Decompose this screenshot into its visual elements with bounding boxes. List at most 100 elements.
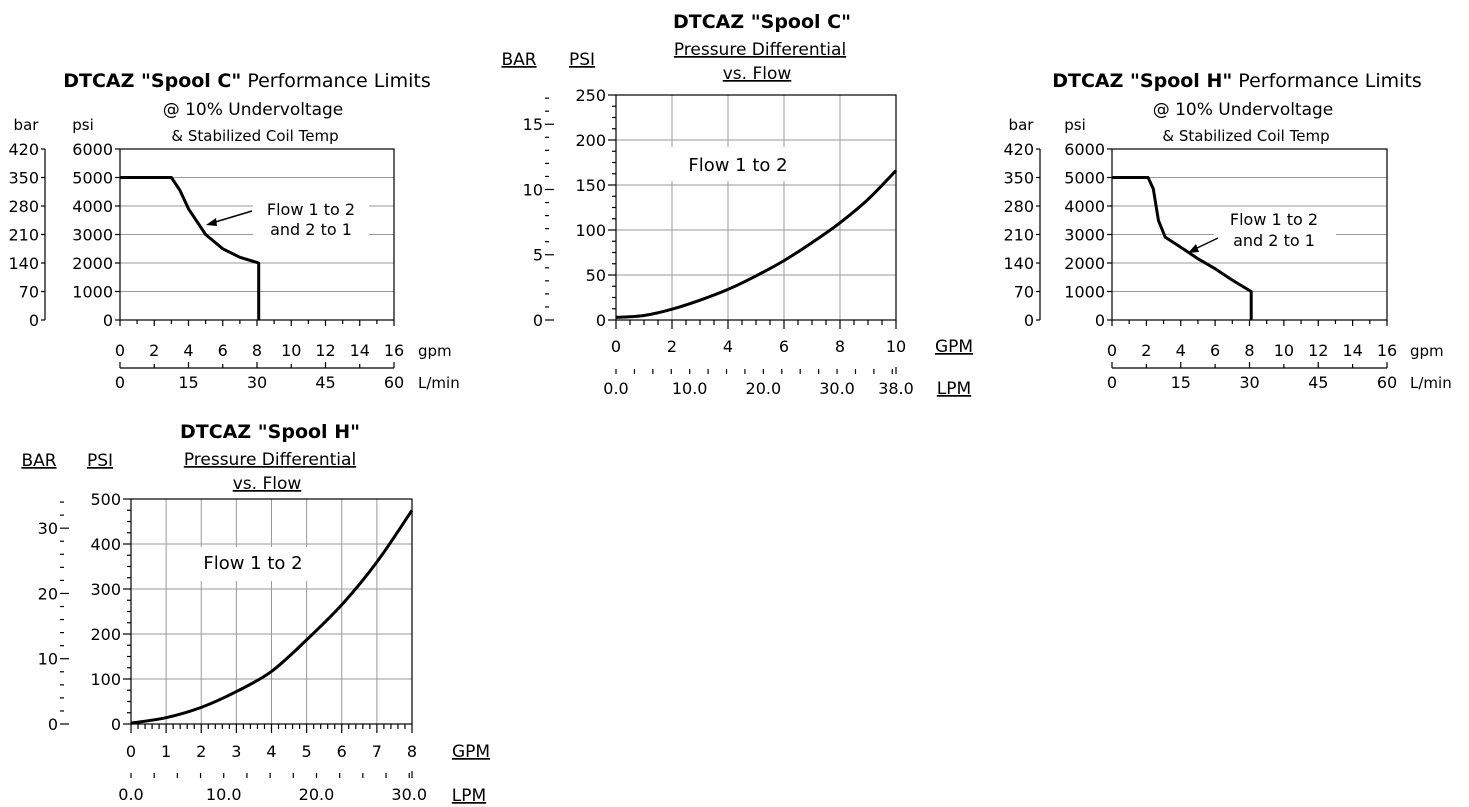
y-tick-label-psi: 1000 [72,283,113,302]
x-tick-label-gpm: 2 [149,341,159,360]
x-tick-label-gpm: 2 [1141,341,1151,360]
annotation-line-1: Flow 1 to 2 [267,200,355,219]
y-tick-label-bar: 20 [38,584,58,603]
y-tick-label-bar: 0 [1024,311,1034,330]
y-tick-label-psi: 500 [90,490,121,509]
y-tick-label-psi: 0 [1095,311,1105,330]
x-tick-label-gpm: 14 [1342,341,1362,360]
annotation-leader [1194,237,1219,250]
annotation-arrow [206,218,217,226]
annotation-bg [183,547,323,581]
y-tick-label-psi: 1000 [1064,283,1105,302]
y-tick-label-psi: 0 [596,311,606,330]
chart-subtitle-2: vs. Flow [723,64,792,84]
y-tick-label-psi: 200 [575,131,606,150]
y-tick-label-bar: 0 [29,311,39,330]
y-left-axis-label: BAR [21,451,56,471]
series-line-flow [120,176,261,320]
plot-frame [615,94,897,321]
annotation-bg [1214,209,1336,251]
x-tick-label-gpm: 5 [302,742,312,761]
chart-title: DTCAZ "Spool H" Performance Limits [1052,70,1421,92]
y-tick-label-psi: 2000 [1064,254,1105,273]
chart-title-rest: Performance Limits [241,70,430,92]
chart-subtitle-2: & Stabilized Coil Temp [1162,127,1329,145]
x-tick-label-gpm: 4 [183,341,193,360]
y-tick-label-bar: 210 [1003,226,1034,245]
chart-title: DTCAZ "Spool C" [673,11,851,33]
y-tick-label-bar: 420 [1003,140,1034,159]
y-tick-label-bar: 0 [48,715,58,734]
x-tick-label-lmin: 0 [115,373,125,392]
x-tick-label-gpm: 1 [161,742,171,761]
series-line-flow [130,509,414,725]
x-tick-label-gpm: 0 [1107,341,1117,360]
x-tick-label-gpm: 4 [266,742,276,761]
chart-title-bold: DTCAZ "Spool C" [63,70,241,92]
y-right-axis-label: PSI [569,50,595,70]
annotation: Flow 1 to 2 [203,553,302,574]
y-tick-label-psi: 0 [111,715,121,734]
x-tick-label-gpm: 4 [1176,341,1186,360]
y-tick-label-bar: 280 [8,197,39,216]
y-tick-label-bar: 140 [8,254,39,273]
y-tick-label-psi: 6000 [1064,140,1105,159]
x-tick-label-gpm: 6 [337,742,347,761]
y-tick-label-psi: 4000 [1064,197,1105,216]
y-tick-label-psi: 150 [575,176,606,195]
chart-spool-h-pressure: DTCAZ "Spool H" Pressure Differential vs… [21,421,490,806]
y-left-axis-label: bar [1009,116,1035,134]
chart-spool-c-pressure: DTCAZ "Spool C" Pressure Differential vs… [501,11,973,399]
x-axis-unit-lmin: L/min [1410,374,1452,392]
y-left-axis-label: bar [14,116,40,134]
annotation-arrow [1188,244,1199,253]
x-tick-label-gpm: 4 [723,337,733,356]
annotation-line-2: and 2 to 1 [270,220,352,239]
y-tick-label-bar: 420 [8,140,39,159]
x-tick-label-lmin: 15 [178,373,198,392]
series-line-flow [615,169,898,319]
y-tick-label-psi: 4000 [72,197,113,216]
chart-title: DTCAZ "Spool C" Performance Limits [63,70,431,92]
x-tick-label-lpm: 10.0 [672,379,708,398]
y-tick-label-bar: 140 [1003,254,1034,273]
x-tick-label-lpm: 10.0 [206,785,242,804]
chart-title-bold: DTCAZ "Spool H" [1052,70,1232,92]
y-tick-label-psi: 3000 [1064,226,1105,245]
x-tick-label-gpm: 0 [611,337,621,356]
y-tick-label-bar: 70 [19,283,39,302]
y-tick-label-bar: 5 [533,246,543,265]
y-tick-label-bar: 350 [1003,169,1034,188]
y-right-axis-label: psi [72,116,94,134]
chart-subtitle-2: & Stabilized Coil Temp [171,127,338,145]
x-tick-label-lpm: 20.0 [746,379,782,398]
x-tick-label-gpm: 2 [196,742,206,761]
x-tick-label-lmin: 30 [247,373,267,392]
x-tick-label-gpm: 7 [372,742,382,761]
y-tick-label-bar: 30 [38,519,58,538]
annotation-bg [668,147,808,181]
x-axis-unit-gpm: GPM [935,337,973,357]
chart-spool-h-performance: DTCAZ "Spool H" Performance Limits @ 10%… [1003,70,1451,392]
x-axis-unit-lmin: L/min [418,374,460,392]
annotation-line-2: and 2 to 1 [1233,231,1315,250]
x-tick-label-gpm: 16 [384,341,404,360]
x-tick-label-lmin: 60 [384,373,404,392]
x-tick-label-gpm: 16 [1377,341,1397,360]
y-left-axis-label: BAR [501,50,536,70]
chart-subtitle: Pressure Differential [674,40,846,60]
x-axis-unit-gpm: GPM [452,742,490,762]
y-right-axis-label: PSI [87,451,113,471]
x-tick-label-gpm: 6 [779,337,789,356]
chart-spool-c-performance: DTCAZ "Spool C" Performance Limits @ 10%… [8,70,459,392]
x-tick-label-gpm: 12 [1308,341,1328,360]
y-tick-label-psi: 0 [103,311,113,330]
y-tick-label-psi: 100 [575,221,606,240]
x-tick-label-lmin: 0 [1107,373,1117,392]
y-tick-label-bar: 70 [1014,283,1034,302]
y-right-axis-label: psi [1064,116,1086,134]
y-tick-label-psi: 100 [90,670,121,689]
x-tick-label-lmin: 45 [315,373,335,392]
annotation-bg [253,198,369,240]
